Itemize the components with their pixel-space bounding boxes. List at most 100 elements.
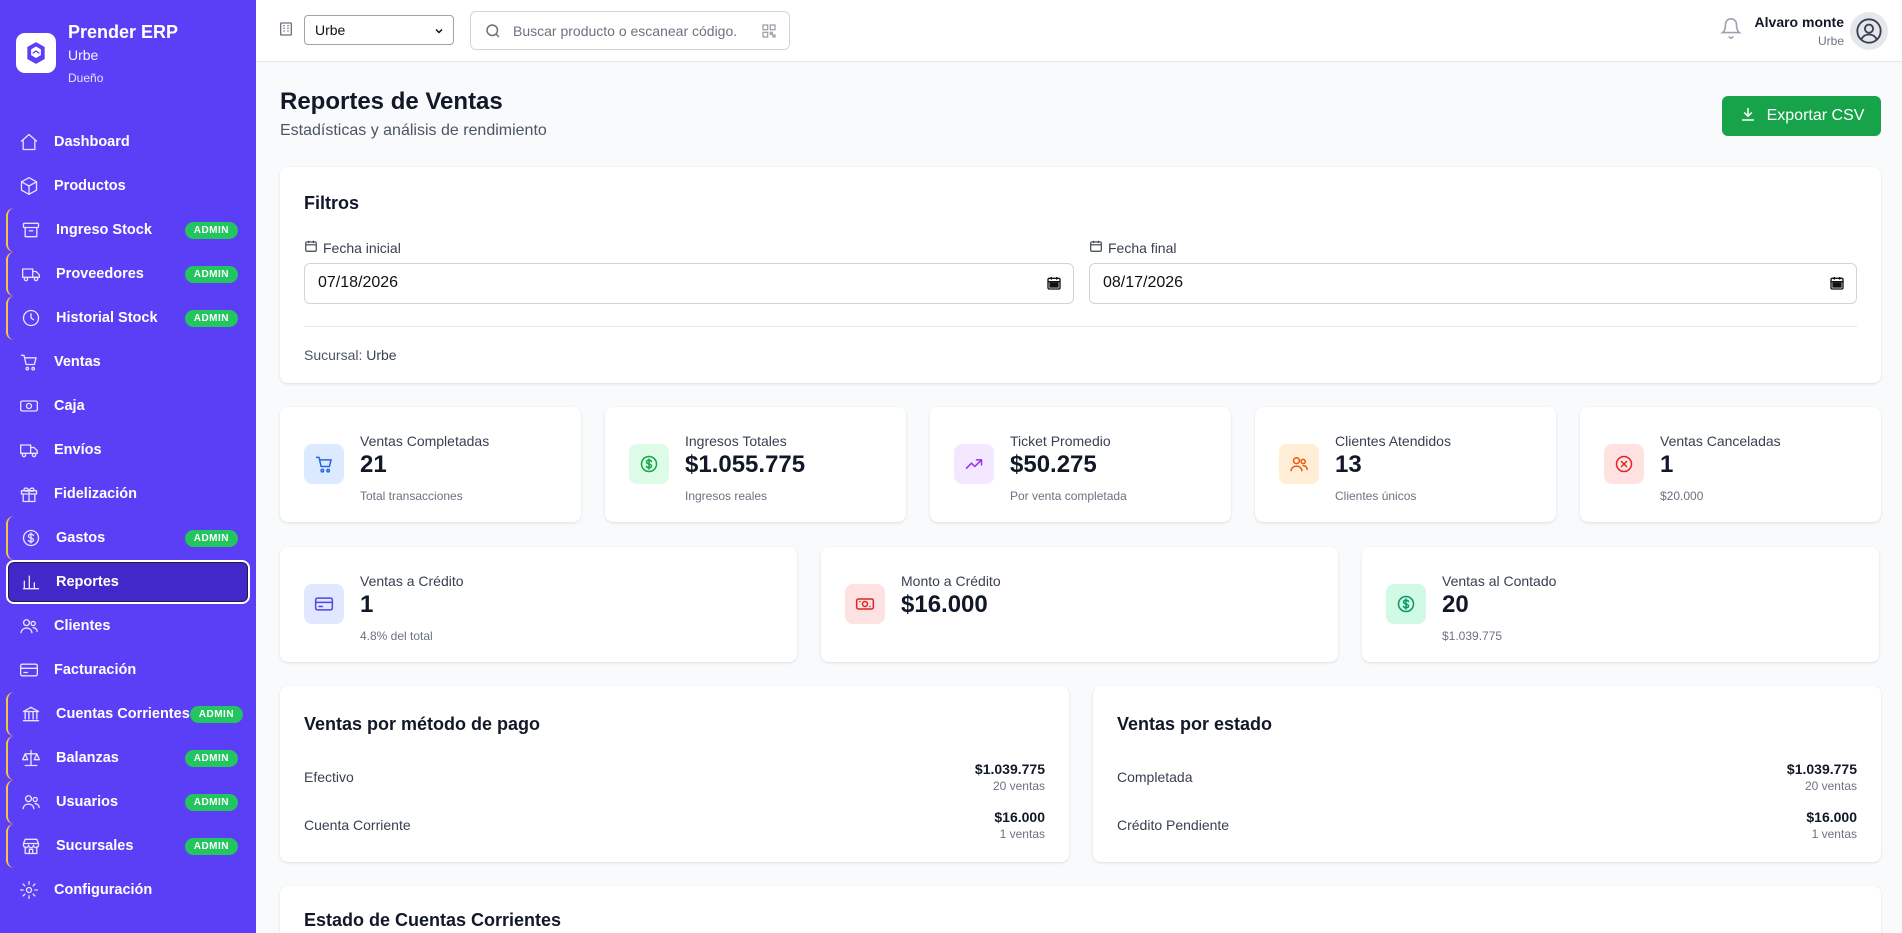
stat-value: 13 — [1335, 451, 1362, 478]
sidebar-item-label: Configuración — [54, 882, 153, 898]
scale-icon — [20, 747, 42, 769]
sidebar-item-fidelización[interactable]: Fidelización — [6, 472, 250, 516]
sidebar-item-configuración[interactable]: Configuración — [6, 868, 250, 912]
sidebar-item-envíos[interactable]: Envíos — [6, 428, 250, 472]
admin-badge: ADMIN — [184, 793, 238, 811]
sidebar-item-reportes[interactable]: Reportes — [6, 560, 250, 604]
sidebar-item-ventas[interactable]: Ventas — [6, 340, 250, 384]
calendar-picker-icon[interactable] — [1046, 275, 1062, 296]
list-item-count: 1 ventas — [1811, 827, 1857, 841]
gear-icon — [18, 879, 40, 901]
notifications-bell-icon[interactable] — [1720, 17, 1742, 44]
admin-badge: ADMIN — [184, 749, 238, 767]
app-logo-icon — [16, 33, 56, 73]
brand-branch: Urbe — [68, 47, 99, 63]
sidebar-item-label: Caja — [54, 398, 85, 414]
stat-card: Ventas Completadas 21 Total transacciones — [280, 407, 581, 522]
stat-card: Ventas al Contado 20 $1.039.775 — [1362, 547, 1879, 662]
user-info[interactable]: Alvaro monte Urbe — [1755, 13, 1844, 49]
list-item-name: Cuenta Corriente — [304, 817, 411, 833]
page-title: Reportes de Ventas — [280, 88, 503, 115]
sidebar-item-gastos[interactable]: Gastos ADMIN — [6, 516, 250, 560]
stat-value: 1 — [1660, 451, 1674, 478]
payment-method-title: Ventas por método de pago — [304, 714, 541, 734]
stat-value: $16.000 — [901, 591, 988, 618]
sidebar-item-sucursales[interactable]: Sucursales ADMIN — [6, 824, 250, 868]
stat-card: Ventas Canceladas 1 $20.000 — [1580, 407, 1881, 522]
export-csv-button[interactable]: Exportar CSV — [1722, 96, 1881, 136]
end-date-value: 08/17/2026 — [1103, 274, 1184, 291]
building-icon — [278, 21, 294, 42]
calendar-picker-icon[interactable] — [1829, 275, 1845, 296]
users-icon — [20, 791, 42, 813]
search-input[interactable]: Buscar producto o escanear código. — [470, 11, 790, 50]
sidebar-item-cuentas-corrientes[interactable]: Cuentas Corrientes ADMIN — [6, 692, 250, 736]
banknote-icon — [845, 584, 885, 624]
sidebar-item-productos[interactable]: Productos — [6, 164, 250, 208]
stat-value: 21 — [360, 451, 387, 478]
sidebar-item-facturación[interactable]: Facturación — [6, 648, 250, 692]
list-item-amount: $1.039.775 — [974, 761, 1045, 777]
users-icon — [18, 615, 40, 637]
dollar-circle-icon — [1386, 584, 1426, 624]
bar-chart-icon — [20, 571, 42, 593]
sidebar-item-label: Fidelización — [54, 486, 137, 502]
admin-badge: ADMIN — [184, 309, 238, 327]
list-item: Cuenta Corriente $16.000 1 ventas — [304, 808, 1045, 842]
status-card: Ventas por estado Completada $1.039.775 20… — [1093, 686, 1881, 862]
stat-label: Ingresos Totales — [685, 433, 787, 449]
filter-branch: Sucursal: Urbe — [304, 347, 397, 363]
stat-label: Monto a Crédito — [901, 573, 1001, 589]
sidebar-item-usuarios[interactable]: Usuarios ADMIN — [6, 780, 250, 824]
app-name: Prender ERP — [68, 22, 179, 42]
stat-subtext: Clientes únicos — [1335, 489, 1417, 503]
topbar: Urbe Buscar producto o escanear código. … — [256, 0, 1902, 62]
stat-label: Clientes Atendidos — [1335, 433, 1451, 449]
list-item: Efectivo $1.039.775 20 ventas — [304, 760, 1045, 794]
sidebar-item-caja[interactable]: Caja — [6, 384, 250, 428]
avatar[interactable] — [1850, 12, 1888, 50]
admin-badge: ADMIN — [184, 837, 238, 855]
current-accounts-card: Estado de Cuentas Corrientes — [280, 886, 1881, 933]
qr-code-icon[interactable] — [761, 23, 777, 44]
branch-select[interactable]: Urbe — [304, 15, 454, 45]
sidebar-item-label: Clientes — [54, 618, 111, 634]
main-content: Reportes de Ventas Estadísticas y anális… — [256, 62, 1902, 933]
x-circle-icon — [1604, 444, 1644, 484]
users-icon — [1279, 444, 1319, 484]
user-role: Dueño — [68, 71, 104, 85]
box-icon — [18, 175, 40, 197]
stat-label: Ticket Promedio — [1010, 433, 1111, 449]
sidebar-item-label: Productos — [54, 178, 126, 194]
sidebar-item-label: Proveedores — [56, 266, 144, 282]
start-date-label: Fecha inicial — [304, 239, 401, 256]
sidebar: Prender ERP Urbe Dueño Dashboard Producto… — [0, 0, 256, 933]
page-subtitle: Estadísticas y análisis de rendimiento — [280, 122, 547, 139]
sidebar-item-ingreso-stock[interactable]: Ingreso Stock ADMIN — [6, 208, 250, 252]
stat-card: Monto a Crédito $16.000 — [821, 547, 1338, 662]
cart-icon — [304, 444, 344, 484]
calendar-icon — [1089, 239, 1103, 256]
sidebar-item-clientes[interactable]: Clientes — [6, 604, 250, 648]
sidebar-item-dashboard[interactable]: Dashboard — [6, 120, 250, 164]
sidebar-item-historial-stock[interactable]: Historial Stock ADMIN — [6, 296, 250, 340]
sidebar-item-label: Gastos — [56, 530, 106, 546]
branch-select-value: Urbe — [315, 22, 346, 38]
sidebar-item-label: Ingreso Stock — [56, 222, 152, 238]
stat-card: Ingresos Totales $1.055.775 Ingresos reale… — [605, 407, 906, 522]
divider — [304, 326, 1857, 327]
home-icon — [18, 131, 40, 153]
search-placeholder: Buscar producto o escanear código. — [513, 23, 738, 39]
end-date-input[interactable]: 08/17/2026 — [1089, 263, 1857, 304]
stat-value: 1 — [360, 591, 374, 618]
sidebar-item-proveedores[interactable]: Proveedores ADMIN — [6, 252, 250, 296]
user-name: Alvaro monte — [1754, 14, 1844, 30]
stat-subtext: 4.8% del total — [360, 629, 433, 643]
stat-subtext: $20.000 — [1660, 489, 1704, 503]
sidebar-item-balanzas[interactable]: Balanzas ADMIN — [6, 736, 250, 780]
sidebar-item-label: Reportes — [56, 574, 119, 590]
sidebar-item-label: Historial Stock — [56, 310, 158, 326]
chevron-down-icon — [433, 24, 445, 40]
start-date-input[interactable]: 07/18/2026 — [304, 263, 1074, 304]
start-date-value: 07/18/2026 — [318, 274, 399, 291]
